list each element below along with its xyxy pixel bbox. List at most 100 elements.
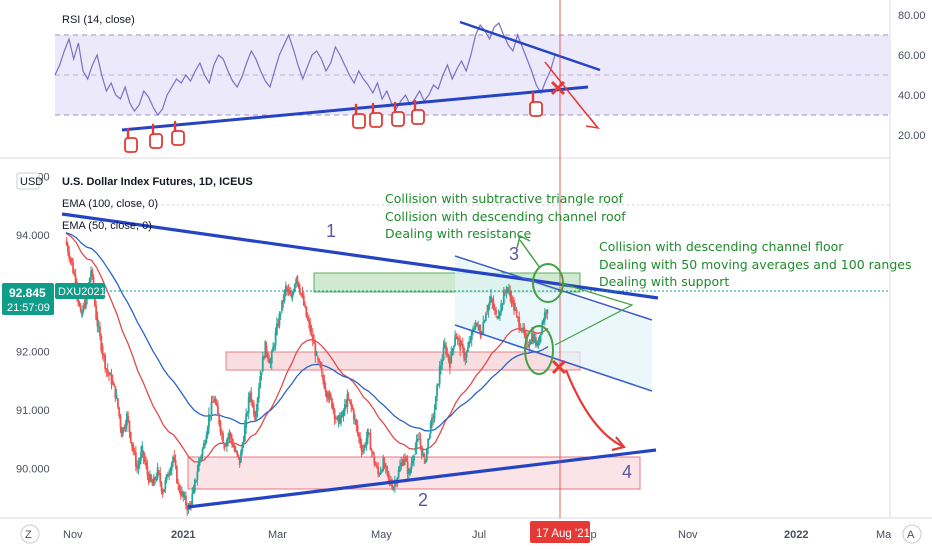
candle [461,337,464,354]
candle [158,470,160,476]
candle [347,391,350,401]
candle [374,461,377,466]
candle [325,390,328,403]
candle [366,428,369,444]
candle [493,304,496,316]
candle [160,481,163,495]
candle [306,312,309,321]
candle [181,486,183,498]
candle [146,459,149,480]
candle [523,323,526,339]
candle [90,266,92,283]
candle [511,295,514,307]
candle [217,400,219,415]
candle [105,367,108,377]
time-tick-label: Mar [268,529,287,541]
candle [215,398,218,407]
time-tick-label: 2021 [171,529,195,541]
candle [79,303,82,314]
candle [206,425,209,439]
wave-label-4: 4 [622,462,632,482]
candle [304,301,306,309]
candle [436,383,439,402]
candle [295,277,298,288]
candle [533,333,536,344]
candle [333,408,336,425]
currency-label: USD [20,176,43,188]
candle [501,303,504,311]
candle [375,462,378,469]
auto-scale-button-label: A [907,529,915,541]
candle [381,468,383,473]
candle [72,257,74,274]
candle [136,460,139,474]
candle [152,473,155,487]
price-tick-label: 90.000 [16,463,50,475]
candle [442,340,445,361]
candle [445,341,447,358]
time-axis[interactable]: Nov2021MarMayJulSepNov2022Ma [63,529,892,541]
candle [255,404,258,421]
candle [138,457,141,470]
candle [109,371,112,376]
candle [236,450,239,458]
candle [182,490,185,502]
candle [104,352,106,373]
candle [401,458,404,467]
candle [238,456,241,468]
candle [540,332,542,343]
pointing-hand-icon [411,99,425,125]
candle [475,322,478,327]
candle [397,466,400,479]
candle [447,353,450,364]
candle [328,390,331,404]
candle [167,471,169,478]
candle [379,466,382,476]
candle [310,325,313,337]
candle [256,396,259,418]
candle [243,420,246,442]
rsi-tick-label: 20.00 [898,130,926,142]
candle [433,404,436,423]
candle [102,352,105,362]
candle [128,420,131,439]
candle [423,452,426,465]
candle [288,286,291,295]
candle [463,346,465,362]
candle [418,432,421,440]
timezone-button[interactable] [20,524,40,544]
candle [264,340,267,359]
candle [515,306,518,318]
candle [95,300,98,321]
candle [329,391,332,401]
candle [149,470,151,483]
candle [365,431,368,451]
auto-scale-button[interactable] [902,524,922,544]
candle [270,349,273,370]
currency-badge[interactable] [16,172,40,190]
candle [406,455,409,481]
candle [514,302,517,312]
candle [155,472,158,482]
price-projection-arrow [564,369,623,447]
candle [277,318,280,329]
candle [259,370,262,389]
candle [527,341,530,349]
candle [250,386,253,406]
ema100-legend: EMA (100, close, 0) [62,198,158,210]
candle [249,390,251,403]
time-tick-label: Nov [678,529,698,541]
triangle-floor-trendline [187,448,657,509]
candle [537,337,540,349]
candle [173,450,176,463]
candle [411,455,414,466]
candle [315,350,318,357]
candle [355,418,358,432]
candle [163,488,165,493]
candle [150,473,153,483]
candle [197,457,200,472]
candle [338,412,341,425]
candle [486,304,489,315]
